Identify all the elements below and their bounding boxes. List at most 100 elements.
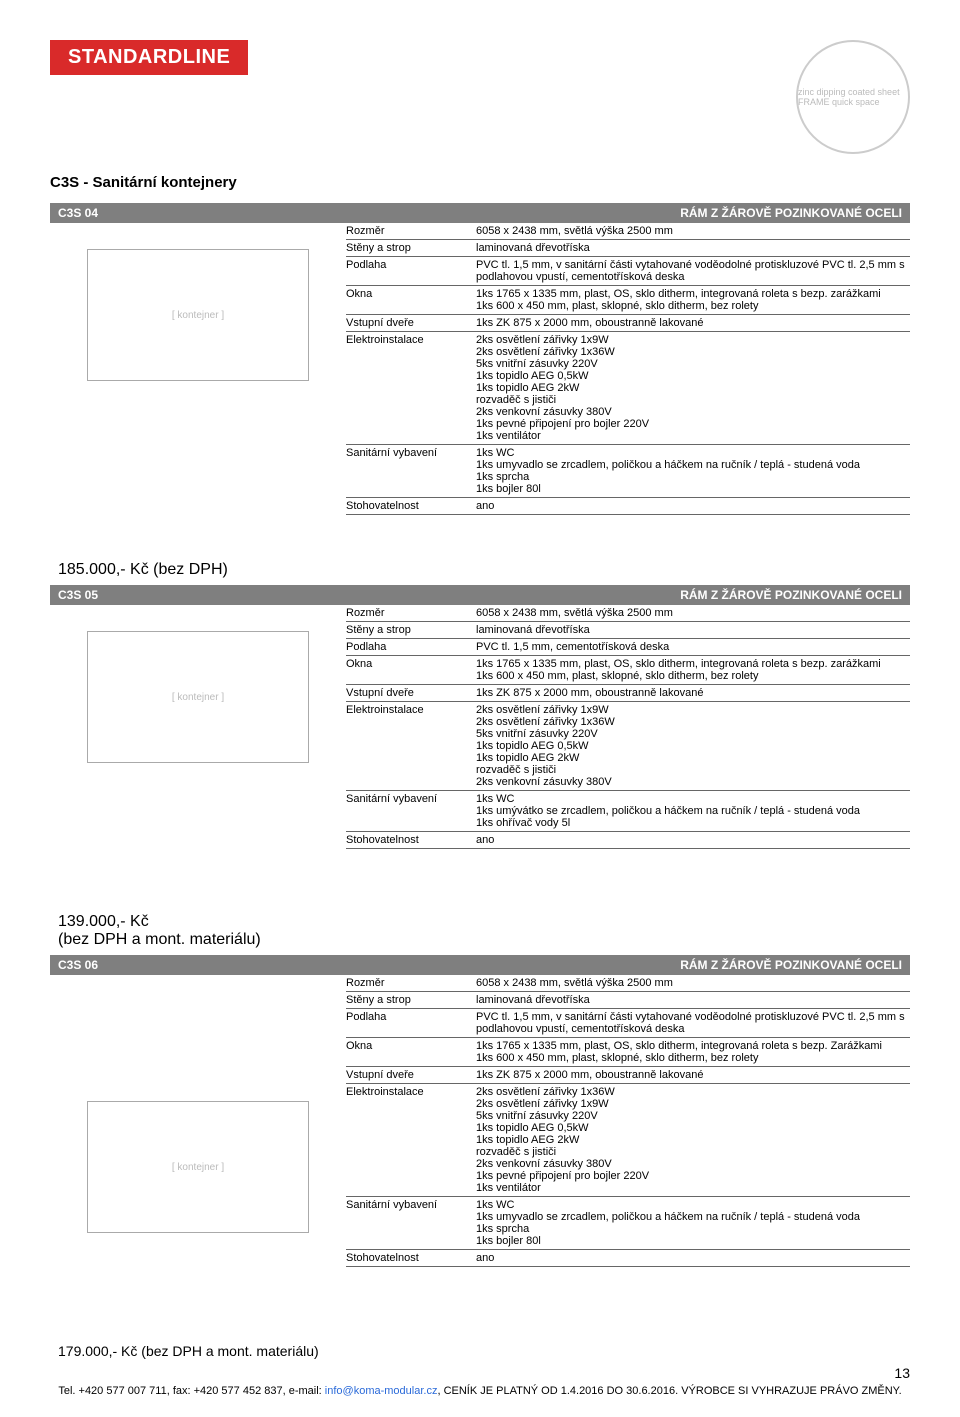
spec-value: 1ks WC 1ks umývátko se zrcadlem, poličko…: [476, 793, 910, 829]
spec-row: Vstupní dveře1ks ZK 875 x 2000 mm, obous…: [346, 685, 910, 702]
spec-key: Elektroinstalace: [346, 704, 476, 788]
spec-row: Sanitární vybavení1ks WC 1ks umyvadlo se…: [346, 1197, 910, 1250]
page-footer: 13 Tel. +420 577 007 711, fax: +420 577 …: [50, 1385, 910, 1397]
spec-value: 2ks osvětlení zářivky 1x36W 2ks osvětlen…: [476, 1086, 910, 1194]
spec-value: 6058 x 2438 mm, světlá výška 2500 mm: [476, 225, 910, 237]
page-number: 13: [894, 1365, 910, 1381]
spec-value: 2ks osvětlení zářivky 1x9W 2ks osvětlení…: [476, 334, 910, 442]
spec-value: laminovaná dřevotříska: [476, 994, 910, 1006]
spec-value: laminovaná dřevotříska: [476, 242, 910, 254]
spec-value: 1ks ZK 875 x 2000 mm, oboustranně lakova…: [476, 317, 910, 329]
spec-value: 2ks osvětlení zářivky 1x9W 2ks osvětlení…: [476, 704, 910, 788]
spec-row: Elektroinstalace2ks osvětlení zářivky 1x…: [346, 702, 910, 791]
product-illustration: [ kontejner ]: [87, 1101, 309, 1233]
spec-key: Podlaha: [346, 259, 476, 283]
product-code: C3S 06: [58, 958, 98, 972]
product-illustration: [ kontejner ]: [87, 249, 309, 381]
spec-key: Rozměr: [346, 225, 476, 237]
spec-value: ano: [476, 834, 910, 846]
page-title: C3S - Sanitární kontejnery: [50, 174, 910, 191]
spec-row: PodlahaPVC tl. 1,5 mm, v sanitární části…: [346, 1009, 910, 1038]
spec-row: Vstupní dveře1ks ZK 875 x 2000 mm, obous…: [346, 1067, 910, 1084]
spec-row: Vstupní dveře1ks ZK 875 x 2000 mm, obous…: [346, 315, 910, 332]
spec-key: Rozměr: [346, 607, 476, 619]
product-price: 139.000,- Kč (bez DPH a mont. materiálu): [58, 913, 338, 949]
spec-value: 1ks 1765 x 1335 mm, plast, OS, sklo dith…: [476, 288, 910, 312]
product-price: 185.000,- Kč (bez DPH): [58, 561, 338, 579]
spec-row: Stěny a stroplaminovaná dřevotříska: [346, 992, 910, 1009]
spec-value: 1ks ZK 875 x 2000 mm, oboustranně lakova…: [476, 687, 910, 699]
spec-row: Stohovatelnostano: [346, 498, 910, 515]
spec-value: 1ks 1765 x 1335 mm, plast, OS, sklo dith…: [476, 658, 910, 682]
header: STANDARDLINE zinc dipping coated sheet F…: [50, 40, 910, 154]
spec-key: Elektroinstalace: [346, 1086, 476, 1194]
spec-value: laminovaná dřevotříska: [476, 624, 910, 636]
spec-value: PVC tl. 1,5 mm, v sanitární části vytaho…: [476, 1011, 910, 1035]
product-header-c3s05: C3S 05 RÁM Z ŽÁROVĚ POZINKOVANÉ OCELI: [50, 585, 910, 605]
spec-value: 6058 x 2438 mm, světlá výška 2500 mm: [476, 607, 910, 619]
spec-key: Stohovatelnost: [346, 834, 476, 846]
product-illustration: [ kontejner ]: [87, 631, 309, 763]
spec-row: Okna1ks 1765 x 1335 mm, plast, OS, sklo …: [346, 656, 910, 685]
spec-value: 1ks WC 1ks umyvadlo se zrcadlem, poličko…: [476, 447, 910, 495]
spec-value: 1ks WC 1ks umyvadlo se zrcadlem, poličko…: [476, 1199, 910, 1247]
spec-key: Stěny a strop: [346, 624, 476, 636]
spec-value: ano: [476, 1252, 910, 1264]
quality-stamp: zinc dipping coated sheet FRAME quick sp…: [796, 40, 910, 154]
spec-key: Stěny a strop: [346, 994, 476, 1006]
product-code: C3S 04: [58, 206, 98, 220]
product-frame: RÁM Z ŽÁROVĚ POZINKOVANÉ OCELI: [680, 588, 902, 602]
spec-row: Elektroinstalace2ks osvětlení zářivky 1x…: [346, 1084, 910, 1197]
spec-table: Rozměr6058 x 2438 mm, světlá výška 2500 …: [346, 223, 910, 585]
spec-row: Okna1ks 1765 x 1335 mm, plast, OS, sklo …: [346, 1038, 910, 1067]
product-frame: RÁM Z ŽÁROVĚ POZINKOVANÉ OCELI: [680, 958, 902, 972]
spec-key: Podlaha: [346, 1011, 476, 1035]
spec-row: Okna1ks 1765 x 1335 mm, plast, OS, sklo …: [346, 286, 910, 315]
product-block-c3s04: [ kontejner ] 185.000,- Kč (bez DPH) Roz…: [50, 223, 910, 585]
spec-key: Stohovatelnost: [346, 1252, 476, 1264]
spec-key: Elektroinstalace: [346, 334, 476, 442]
spec-key: Stěny a strop: [346, 242, 476, 254]
spec-key: Sanitární vybavení: [346, 447, 476, 495]
spec-value: 6058 x 2438 mm, světlá výška 2500 mm: [476, 977, 910, 989]
product-block-c3s06: [ kontejner ] 179.000,- Kč (bez DPH a mo…: [50, 975, 910, 1365]
spec-row: PodlahaPVC tl. 1,5 mm, cementotřísková d…: [346, 639, 910, 656]
spec-row: Stohovatelnostano: [346, 832, 910, 849]
spec-row: Stohovatelnostano: [346, 1250, 910, 1267]
brand-logo: STANDARDLINE: [50, 40, 248, 75]
spec-value: 1ks 1765 x 1335 mm, plast, OS, sklo dith…: [476, 1040, 910, 1064]
spec-key: Rozměr: [346, 977, 476, 989]
spec-row: Rozměr6058 x 2438 mm, světlá výška 2500 …: [346, 605, 910, 622]
product-code: C3S 05: [58, 588, 98, 602]
spec-row: PodlahaPVC tl. 1,5 mm, v sanitární části…: [346, 257, 910, 286]
product-block-c3s05: [ kontejner ] 139.000,- Kč (bez DPH a mo…: [50, 605, 910, 955]
email-link[interactable]: info@koma-modular.cz: [325, 1385, 438, 1397]
spec-value: PVC tl. 1,5 mm, cementotřísková deska: [476, 641, 910, 653]
product-price: 179.000,- Kč (bez DPH a mont. materiálu): [58, 1343, 338, 1359]
product-header-c3s04: C3S 04 RÁM Z ŽÁROVĚ POZINKOVANÉ OCELI: [50, 203, 910, 223]
product-header-c3s06: C3S 06 RÁM Z ŽÁROVĚ POZINKOVANÉ OCELI: [50, 955, 910, 975]
spec-key: Stohovatelnost: [346, 500, 476, 512]
spec-row: Sanitární vybavení1ks WC 1ks umyvadlo se…: [346, 445, 910, 498]
spec-key: Sanitární vybavení: [346, 793, 476, 829]
spec-key: Vstupní dveře: [346, 317, 476, 329]
spec-row: Sanitární vybavení1ks WC 1ks umývátko se…: [346, 791, 910, 832]
spec-table: Rozměr6058 x 2438 mm, světlá výška 2500 …: [346, 975, 910, 1365]
spec-key: Podlaha: [346, 641, 476, 653]
spec-value: 1ks ZK 875 x 2000 mm, oboustranně lakova…: [476, 1069, 910, 1081]
spec-value: ano: [476, 500, 910, 512]
spec-key: Vstupní dveře: [346, 687, 476, 699]
spec-key: Okna: [346, 658, 476, 682]
spec-table: Rozměr6058 x 2438 mm, světlá výška 2500 …: [346, 605, 910, 955]
spec-row: Elektroinstalace2ks osvětlení zářivky 1x…: [346, 332, 910, 445]
spec-key: Sanitární vybavení: [346, 1199, 476, 1247]
product-frame: RÁM Z ŽÁROVĚ POZINKOVANÉ OCELI: [680, 206, 902, 220]
spec-key: Okna: [346, 288, 476, 312]
spec-row: Rozměr6058 x 2438 mm, světlá výška 2500 …: [346, 975, 910, 992]
spec-key: Vstupní dveře: [346, 1069, 476, 1081]
spec-row: Rozměr6058 x 2438 mm, světlá výška 2500 …: [346, 223, 910, 240]
spec-key: Okna: [346, 1040, 476, 1064]
spec-value: PVC tl. 1,5 mm, v sanitární části vytaho…: [476, 259, 910, 283]
spec-row: Stěny a stroplaminovaná dřevotříska: [346, 240, 910, 257]
spec-row: Stěny a stroplaminovaná dřevotříska: [346, 622, 910, 639]
